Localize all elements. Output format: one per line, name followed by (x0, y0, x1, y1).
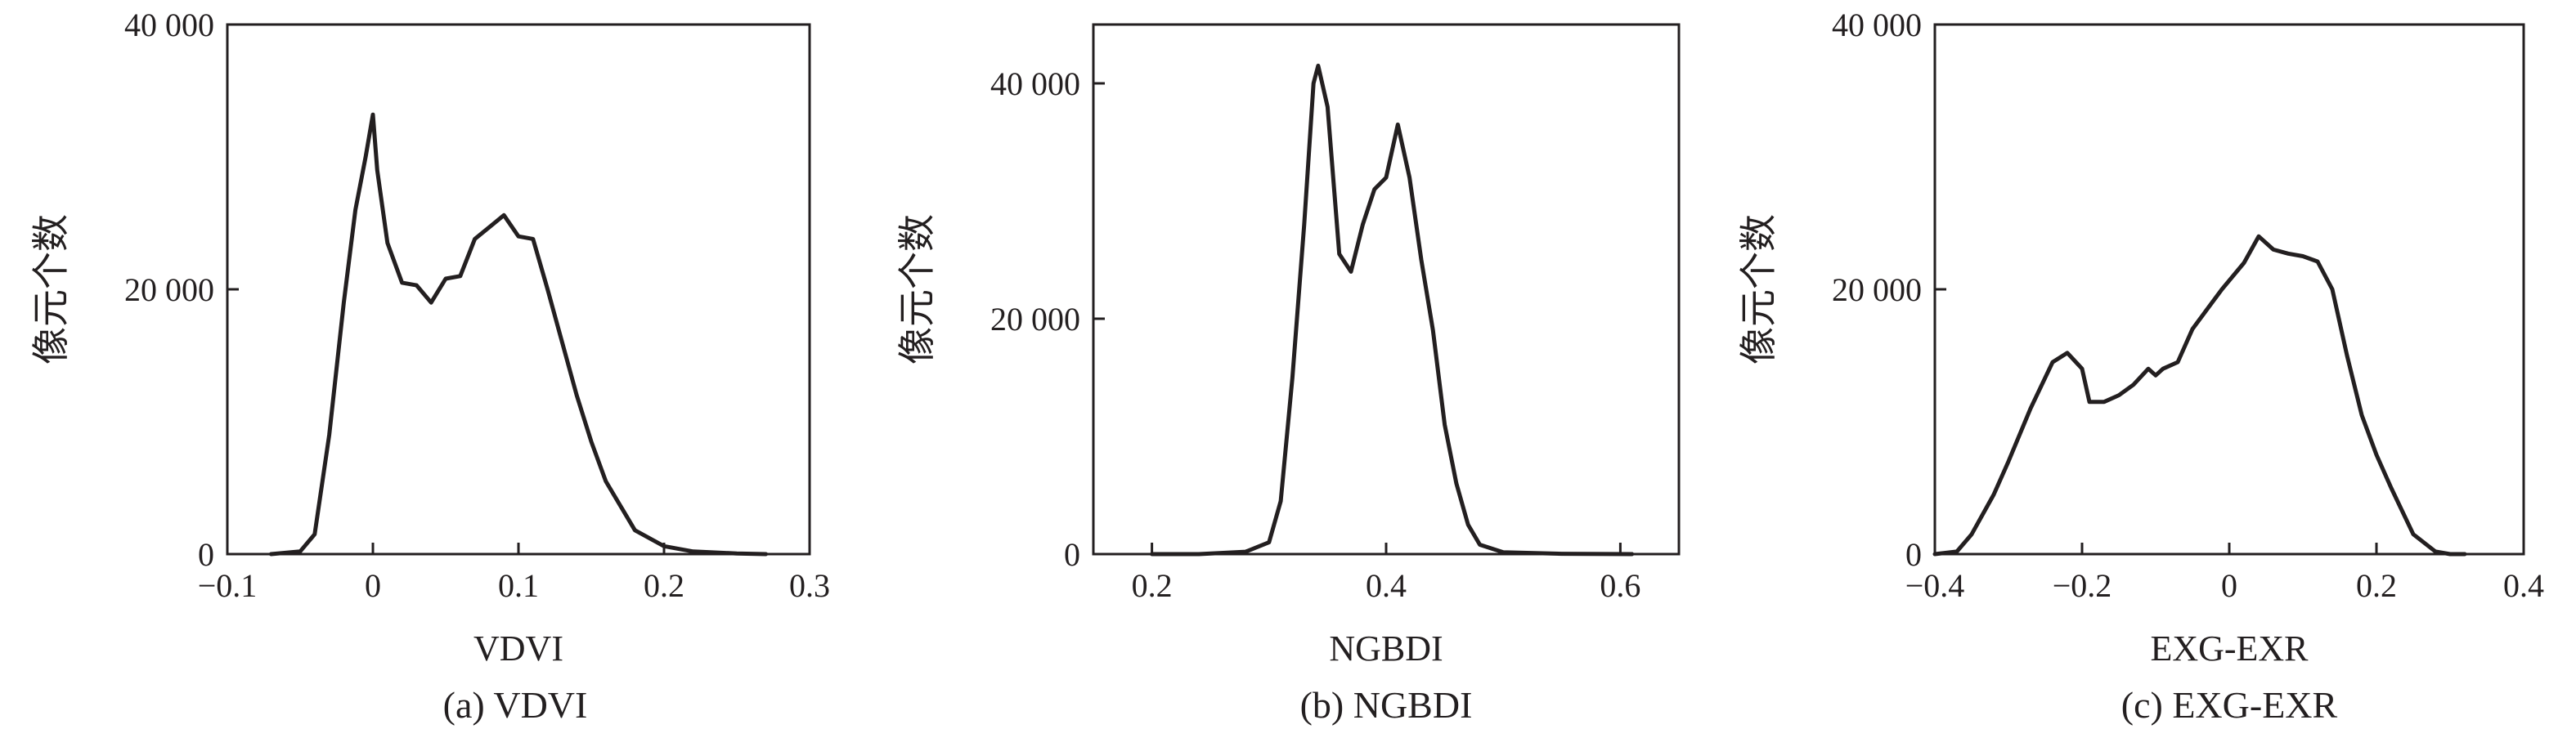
x-tick-label: 0.1 (498, 567, 539, 604)
y-tick-label: 20 000 (124, 271, 214, 308)
plot-frame (1092, 23, 1681, 556)
x-tick-label: 0.4 (1366, 567, 1407, 604)
panel-ngbdi: 0.2 0.4 0.6 0 20 000 40 000 NGBDI 像元个数 (b) NGBDI (895, 23, 1681, 726)
y-tick-label: 20 000 (990, 301, 1080, 338)
y-tick-label: 20 000 (1832, 271, 1922, 308)
plot-frame (1933, 23, 2525, 556)
x-tick-label: −0.1 (198, 567, 258, 604)
series-line (1932, 234, 2467, 557)
x-tick-label: −0.4 (1905, 567, 1965, 604)
x-tick-label: 0 (2221, 567, 2237, 604)
y-tick-label: 40 000 (1832, 7, 1922, 43)
x-tick-label: 0.2 (644, 567, 684, 604)
x-tick-label: −0.2 (2053, 567, 2112, 604)
y-axis-label: 像元个数 (1736, 214, 1780, 364)
y-tick-label: 0 (1905, 536, 1922, 573)
y-axis-label: 像元个数 (895, 214, 939, 364)
y-tick-label: 40 000 (990, 65, 1080, 102)
panel-caption: (b) NGBDI (1300, 684, 1473, 726)
series-line (1150, 63, 1635, 557)
y-tick-label: 0 (1064, 536, 1080, 573)
y-tick-label: 0 (198, 536, 214, 573)
y-tick-label: 40 000 (124, 7, 214, 43)
panel-caption: (a) VDVI (443, 684, 588, 726)
x-tick-label: 0.3 (789, 567, 830, 604)
panel-exg-exr: −0.4 −0.2 0 0.2 0.4 0 20 000 40 000 EXG-EXR 像元个数 (… (1736, 7, 2544, 726)
x-axis-label: EXG-EXR (2150, 628, 2309, 669)
x-tick-label: 0.6 (1600, 567, 1640, 604)
panel-caption: (c) EXG-EXR (2121, 684, 2338, 726)
series-line (268, 112, 769, 557)
x-axis-label: NGBDI (1329, 628, 1443, 669)
y-axis-label: 像元个数 (29, 214, 73, 364)
x-tick-label: 0.2 (2356, 567, 2397, 604)
x-tick-label: 0 (365, 567, 381, 604)
x-tick-label: 0.2 (1132, 567, 1173, 604)
x-tick-label: 0.4 (2503, 567, 2544, 604)
plot-frame (226, 23, 811, 556)
x-axis-label: VDVI (473, 628, 563, 669)
